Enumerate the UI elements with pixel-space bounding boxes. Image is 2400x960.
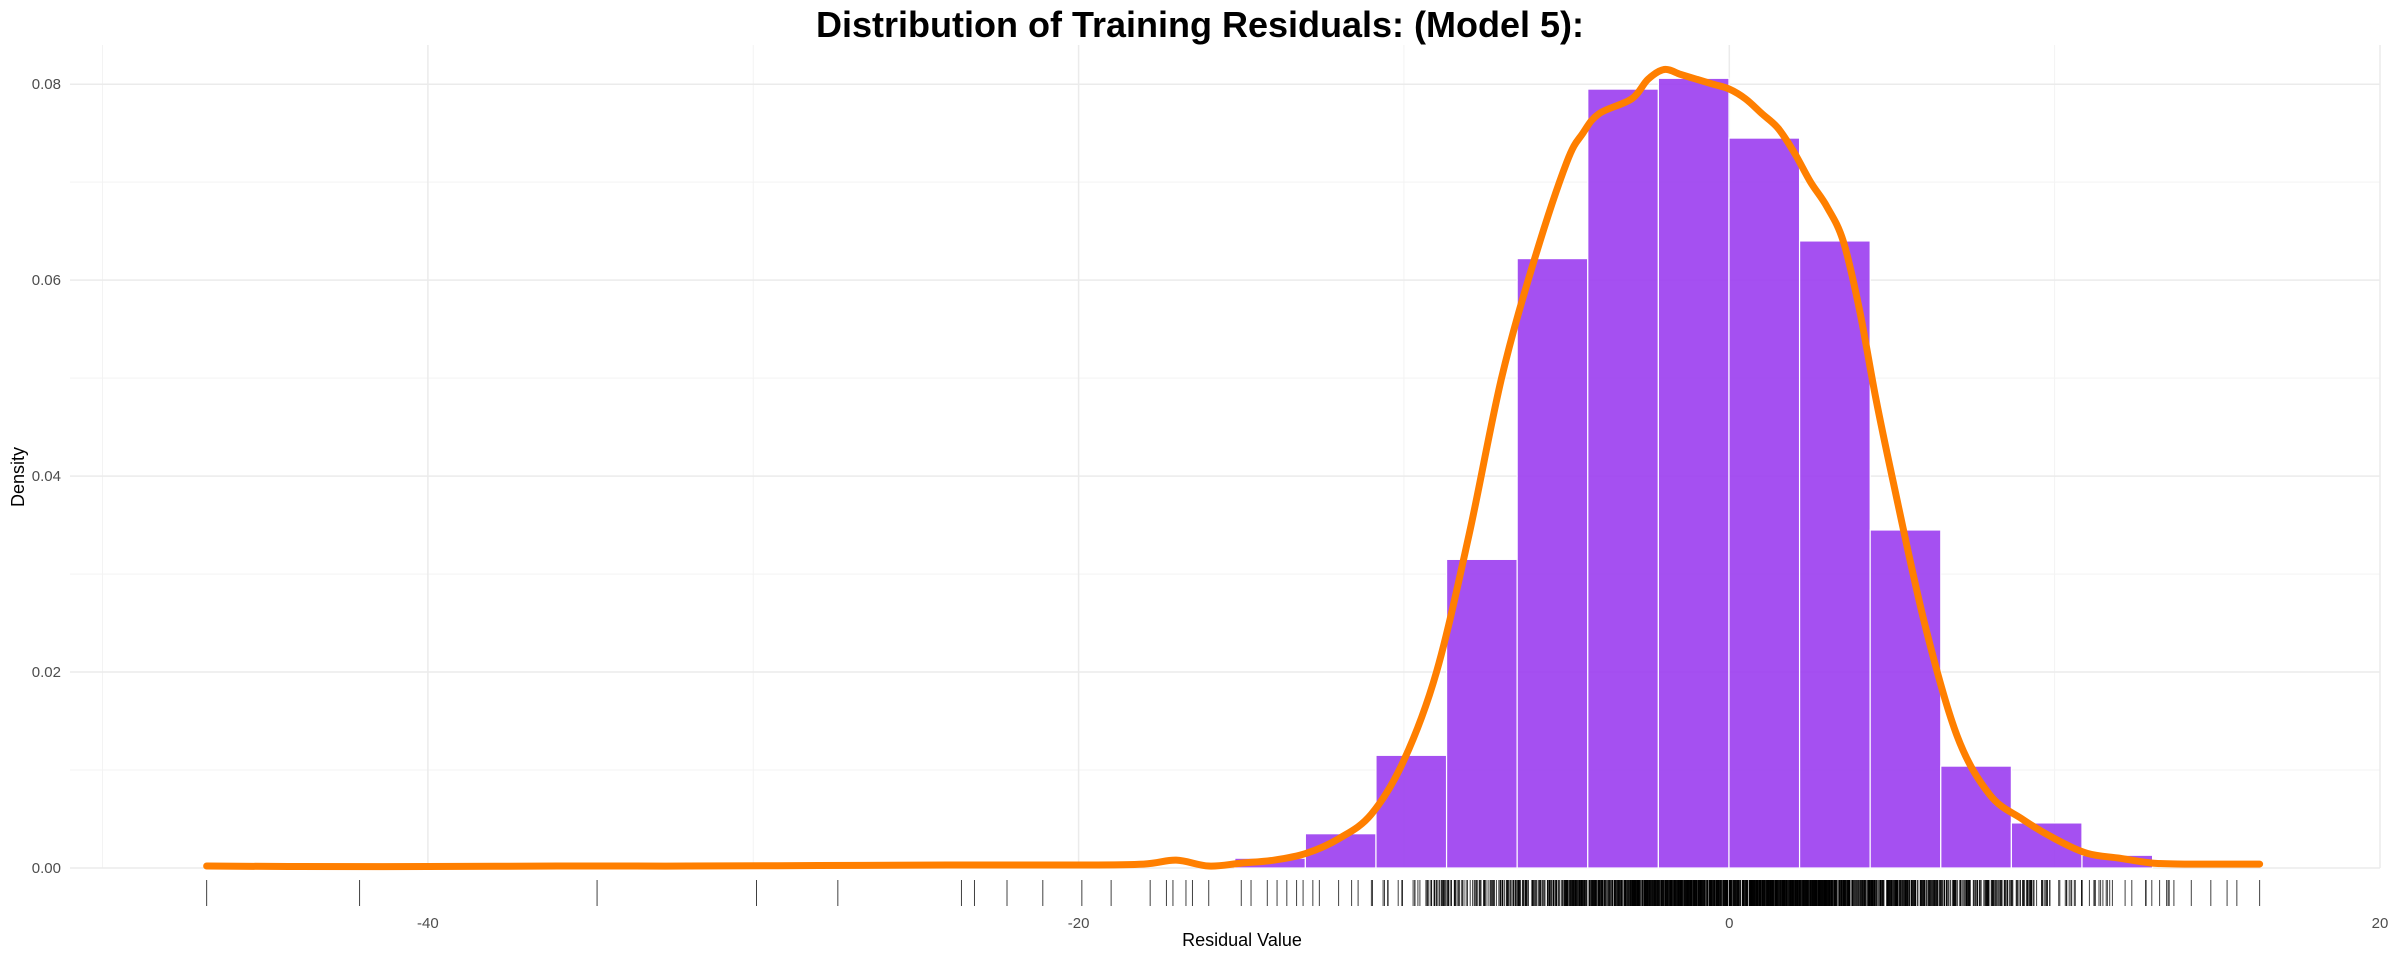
chart-title: Distribution of Training Residuals: (Mod… bbox=[815, 4, 1584, 45]
histogram-bar bbox=[1516, 257, 1589, 869]
y-tick-label: 0.00 bbox=[32, 860, 61, 877]
rug-layer bbox=[206, 880, 2261, 906]
y-tick-label: 0.04 bbox=[32, 468, 61, 485]
histogram-bar bbox=[1375, 754, 1448, 869]
histogram-bar bbox=[1657, 77, 1730, 869]
x-axis-title: Residual Value bbox=[1182, 930, 1302, 950]
density-curve-layer bbox=[203, 65, 2264, 871]
histogram-bar bbox=[1728, 137, 1801, 869]
y-axis-title: Density bbox=[8, 447, 28, 507]
histogram-bar bbox=[1587, 88, 1659, 869]
grid-layer bbox=[70, 45, 2381, 869]
y-tick-label: 0.02 bbox=[32, 664, 61, 681]
x-tick-label: 20 bbox=[2372, 915, 2389, 932]
histogram-bar bbox=[1869, 529, 1942, 869]
density-curve bbox=[203, 65, 2264, 871]
y-tick-label: 0.08 bbox=[32, 76, 61, 93]
histogram-bars bbox=[1234, 77, 2154, 869]
histogram-bar bbox=[1940, 765, 2012, 869]
histogram-bar bbox=[1445, 558, 1518, 869]
y-tick-label: 0.06 bbox=[32, 272, 61, 289]
x-tick-label: 0 bbox=[1725, 915, 1733, 932]
tick-labels: -40 -20 0 20 0.00 0.02 0.04 0.06 0.08 bbox=[32, 76, 2389, 932]
histogram-bar bbox=[1798, 240, 1871, 869]
x-tick-label: -40 bbox=[417, 915, 439, 932]
x-tick-label: -20 bbox=[1068, 915, 1090, 932]
